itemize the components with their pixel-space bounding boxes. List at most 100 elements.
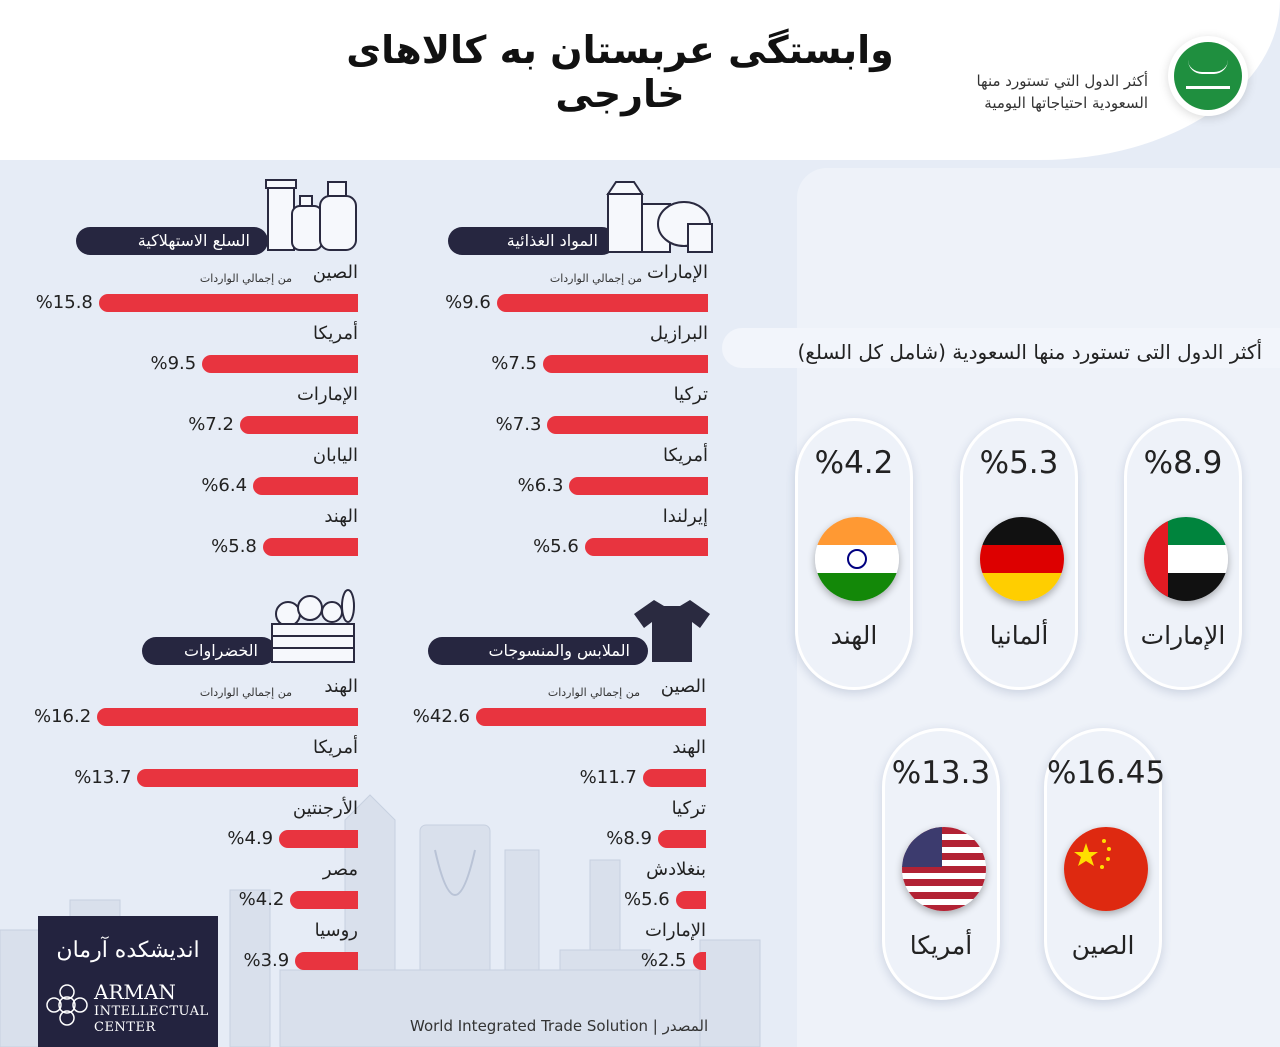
bar-category-label: بنغلادش: [646, 859, 706, 880]
uae-flag-icon: [1144, 517, 1228, 601]
country-name: الإمارات: [1140, 621, 1226, 650]
india-flag-icon: [815, 517, 899, 601]
bar-category-label: أمريكا: [662, 445, 708, 466]
bar-category-label: الصين: [660, 676, 706, 697]
bar-category-label: اليابان: [312, 445, 358, 466]
bar-vegetables-2: [279, 830, 358, 848]
bar-vegetables-4: [295, 952, 358, 970]
bar-clothing-0: [475, 708, 706, 726]
subtitle-line-1: أكثر الدول التي تستورد منها: [976, 72, 1148, 90]
country-percent: %16.45: [1047, 755, 1166, 791]
logo-mark-icon: [46, 984, 88, 1026]
logo-line-3: CENTER: [94, 1020, 156, 1035]
country-name: الهند: [830, 621, 878, 650]
bar-clothing-2: [657, 830, 706, 848]
source-note: World Integrated Trade Solution | المصدر: [410, 1017, 709, 1035]
country-card-germany: %5.3 ألمانيا: [960, 418, 1078, 690]
bar-value-label: %9.5: [150, 353, 197, 374]
logo-persian-text: اندیشکده آرمان: [56, 938, 200, 963]
bar-category-label: الإمارات: [646, 262, 708, 283]
bar-vegetables-1: [137, 769, 358, 787]
country-card-china: %16.45 الصين: [1044, 728, 1166, 1000]
bar-value-label: %16.2: [34, 706, 92, 727]
overall-title-band: [722, 328, 1280, 368]
bar-value-label: %7.5: [491, 353, 537, 374]
bar-sublabel: من إجمالي الواردات: [549, 272, 642, 285]
germany-flag-icon: [980, 517, 1064, 601]
country-percent: %5.3: [979, 445, 1059, 481]
bar-category-label: تركيا: [673, 384, 708, 405]
header-subtitle: أكثر الدول التي تستورد منها السعودية احت…: [868, 70, 1148, 114]
header-background: [0, 0, 1280, 160]
bar-category-label: الهند: [672, 737, 706, 758]
bar-consumer-1: [202, 355, 358, 373]
tshirt-icon: [634, 600, 710, 662]
bar-consumer-0: [98, 294, 358, 312]
bar-consumer-4: [262, 538, 358, 556]
bar-clothing-1: [642, 769, 706, 787]
country-percent: %8.9: [1143, 445, 1223, 481]
bar-sublabel: من إجمالي الواردات: [199, 686, 292, 699]
bar-consumer-3: [253, 477, 358, 495]
bar-category-label: الإمارات: [296, 384, 358, 405]
bar-food-2: [547, 416, 708, 434]
vegetable-crate-icon: [271, 589, 355, 663]
bar-category-label: تركيا: [671, 798, 706, 819]
page-title: وابستگی عربستان به کالاهای خارجی: [346, 28, 894, 116]
bar-category-label: أمريكا: [312, 323, 358, 344]
bar-category-label: إيرلندا: [662, 506, 708, 527]
bar-sublabel: من إجمالي الواردات: [199, 272, 292, 285]
bar-category-label: الإمارات: [644, 920, 706, 941]
bar-value-label: %8.9: [606, 828, 652, 849]
country-name: الصين: [1071, 931, 1135, 960]
country-card-usa: %13.3 أمريكا: [882, 728, 1000, 1000]
bar-clothing-3: [675, 891, 706, 909]
saudi-flag-icon: [1168, 36, 1248, 116]
china-flag-icon: [1064, 827, 1148, 911]
bar-food-1: [543, 355, 708, 373]
section-header-vegetables: الخضراوات: [142, 637, 276, 665]
bar-value-label: %5.6: [624, 889, 670, 910]
bar-vegetables-3: [290, 891, 358, 909]
bar-sublabel: من إجمالي الواردات: [547, 686, 640, 699]
bar-category-label: الصين: [312, 262, 358, 283]
bar-value-label: %3.9: [243, 950, 290, 971]
consumer-goods-icon: [265, 179, 357, 251]
bar-category-label: الهند: [324, 676, 358, 697]
bar-food-3: [569, 477, 708, 495]
section-header-clothing: الملابس والمنسوجات: [428, 637, 648, 665]
bar-value-label: %4.2: [238, 889, 285, 910]
bar-category-label: البرازيل: [649, 323, 708, 344]
bar-value-label: %4.9: [227, 828, 274, 849]
country-percent: %4.2: [814, 445, 894, 481]
overall-title: أكثر الدول التى تستورد منها السعودية (شا…: [797, 340, 1262, 364]
country-card-india: %4.2 الهند: [795, 418, 913, 690]
arman-logo: اندیشکده آرمان ARMAN INTELLECTUAL CENTER: [38, 916, 218, 1047]
bar-value-label: %42.6: [412, 706, 470, 727]
bar-food-0: [496, 294, 708, 312]
section-header-food: المواد الغذائية: [448, 227, 616, 255]
country-name: ألمانيا: [989, 621, 1049, 650]
bar-clothing-4: [692, 952, 706, 970]
logo-line-1: ARMAN: [94, 980, 176, 1004]
logo-line-2: INTELLECTUAL: [94, 1004, 209, 1019]
country-name: أمريكا: [909, 931, 973, 960]
bar-category-label: مصر: [322, 859, 358, 880]
bar-value-label: %6.3: [517, 475, 564, 496]
bar-value-label: %13.7: [74, 767, 132, 788]
country-card-uae: %8.9 الإمارات: [1124, 418, 1242, 690]
bar-consumer-2: [239, 416, 358, 434]
bar-vegetables-0: [97, 708, 358, 726]
groceries-icon: [606, 181, 713, 253]
bar-value-label: %11.7: [579, 767, 637, 788]
bar-value-label: %6.4: [201, 475, 248, 496]
bar-category-label: الأرجنتين: [292, 798, 358, 819]
section-header-consumer: السلع الاستهلاكية: [76, 227, 268, 255]
bar-category-label: روسيا: [314, 920, 358, 941]
bar-category-label: الهند: [324, 506, 358, 527]
bar-value-label: %5.8: [211, 536, 257, 557]
bar-value-label: %5.6: [533, 536, 579, 557]
bar-value-label: %2.5: [640, 950, 687, 971]
bar-value-label: %15.8: [35, 292, 93, 313]
bar-food-4: [584, 538, 708, 556]
